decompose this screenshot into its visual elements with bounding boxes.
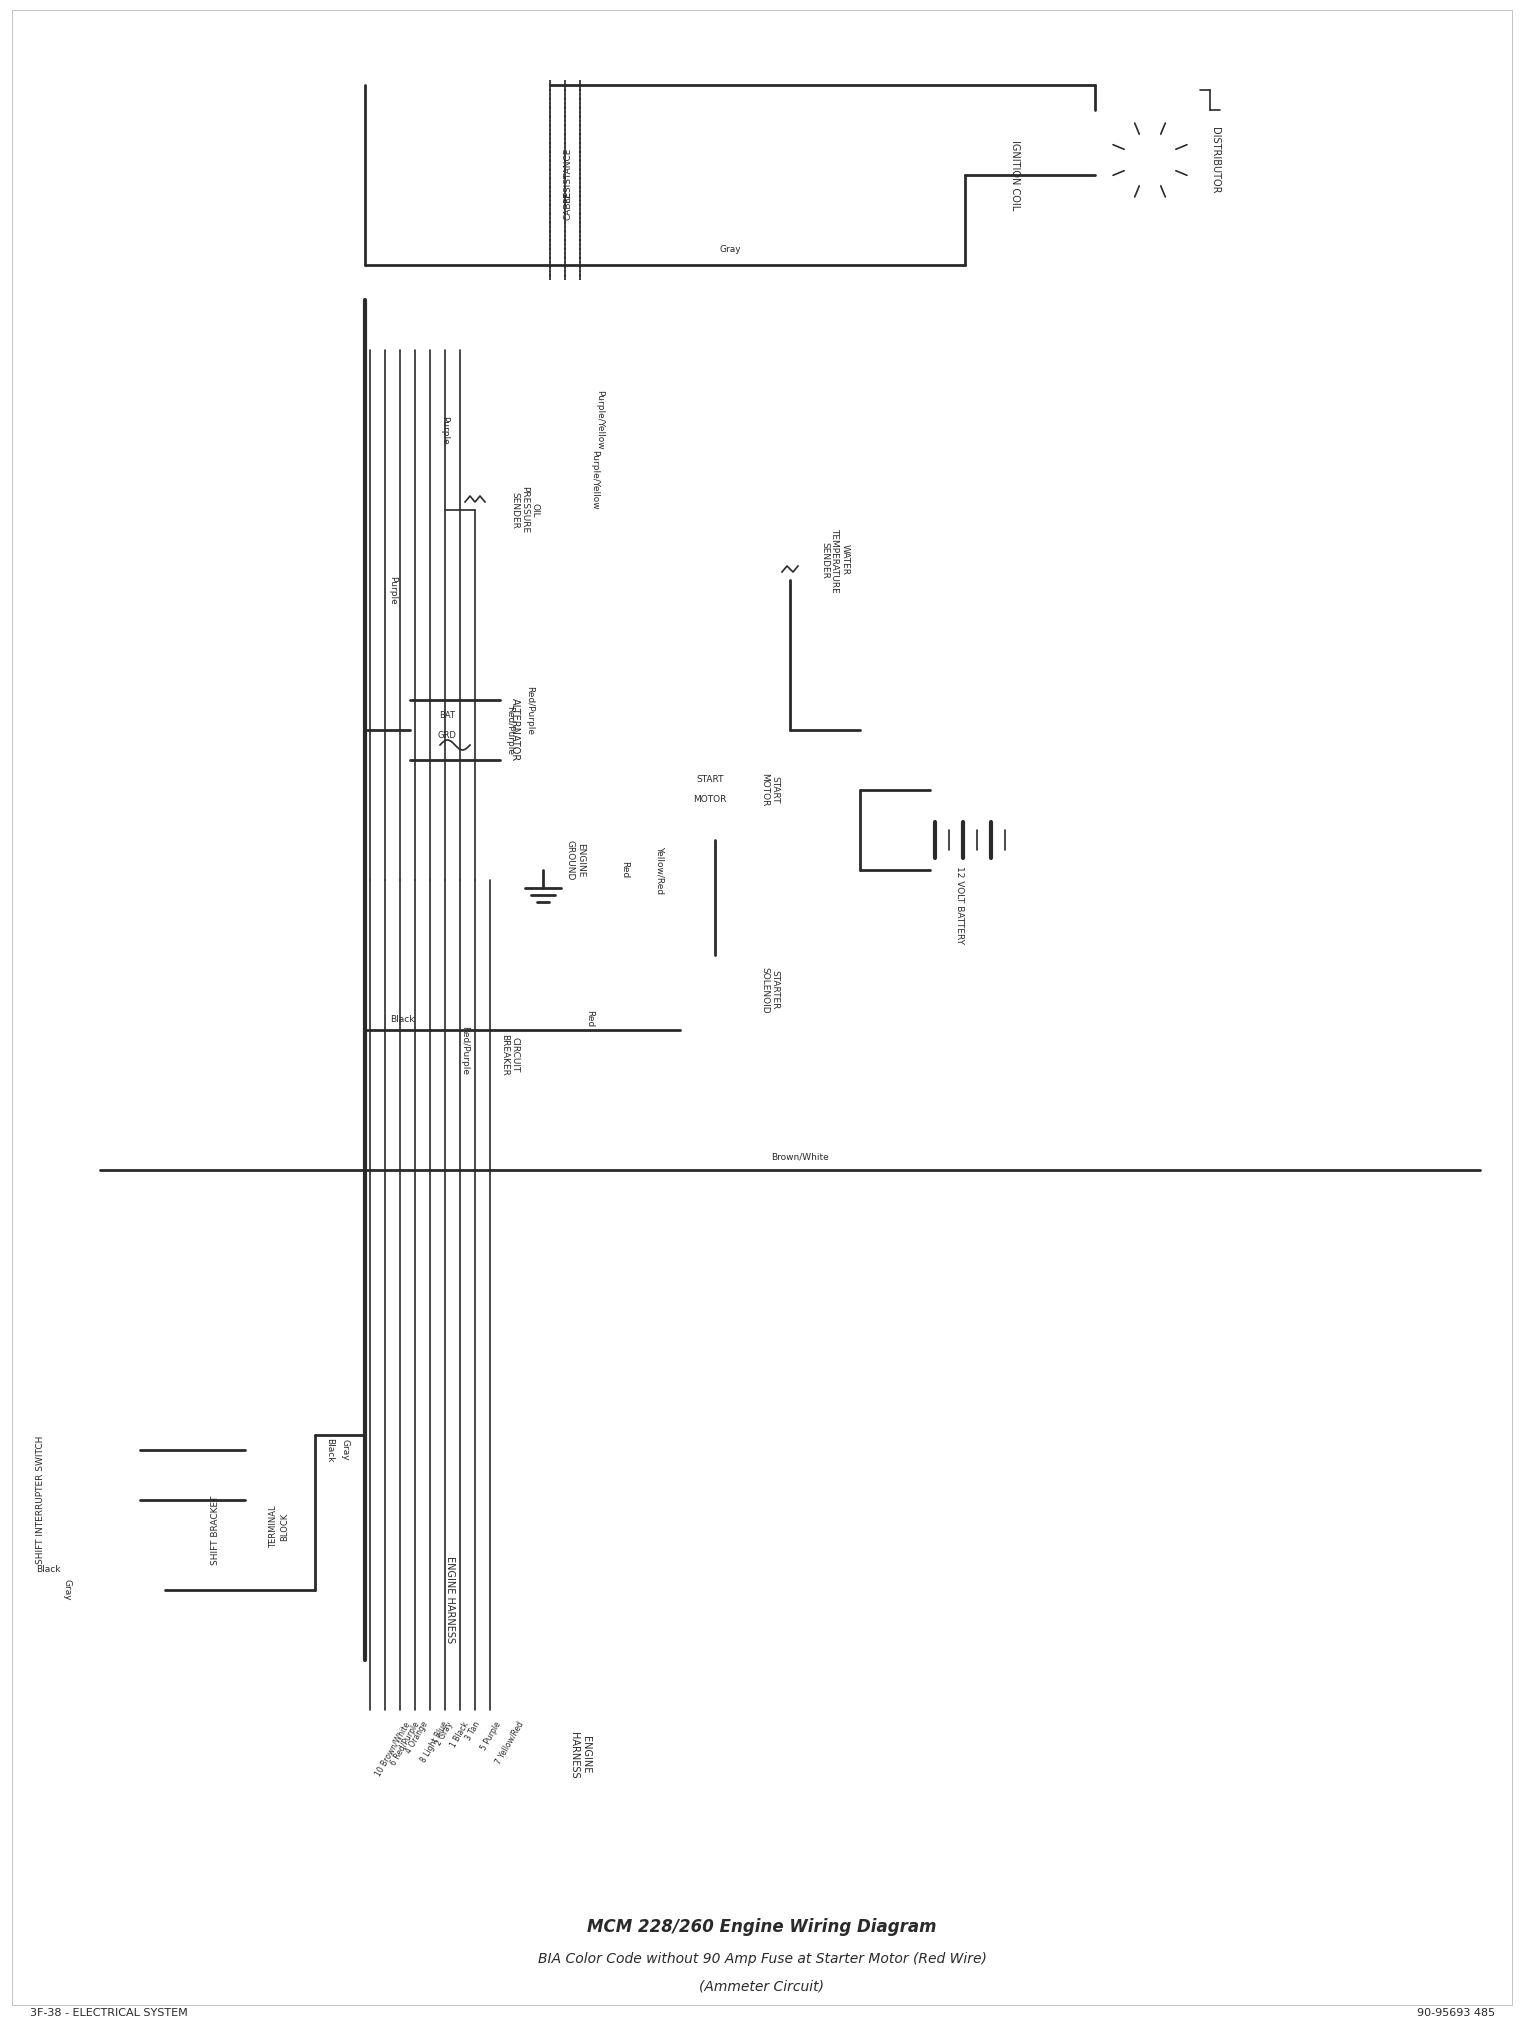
Circle shape [447, 1697, 563, 1812]
Circle shape [445, 480, 505, 539]
Circle shape [483, 1772, 499, 1786]
Circle shape [425, 866, 435, 876]
Circle shape [441, 1036, 480, 1074]
Circle shape [665, 746, 755, 835]
Text: OIL
PRESSURE
SENDER: OIL PRESSURE SENDER [509, 486, 540, 533]
Text: Brown/White: Brown/White [772, 1153, 830, 1161]
Text: Black: Black [390, 1014, 415, 1024]
Text: DISTRIBUTOR: DISTRIBUTOR [1209, 128, 1220, 193]
Circle shape [1176, 142, 1188, 152]
Text: GRD: GRD [438, 730, 456, 740]
Circle shape [762, 551, 817, 608]
Circle shape [512, 1772, 526, 1786]
Text: IGNITION COIL: IGNITION COIL [1010, 140, 1020, 211]
Text: 3 Tan: 3 Tan [464, 1721, 482, 1741]
Text: 3F-38 - ELECTRICAL SYSTEM: 3F-38 - ELECTRICAL SYSTEM [30, 2009, 188, 2019]
Circle shape [526, 1747, 540, 1761]
Bar [246, 1435, 313, 1620]
Text: 8 Light Blue: 8 Light Blue [419, 1721, 450, 1763]
Text: 10 Brown/White: 10 Brown/White [374, 1721, 412, 1778]
Bar [410, 699, 454, 760]
Circle shape [430, 1026, 490, 1084]
Text: SHIFT BRACKET: SHIFT BRACKET [210, 1496, 220, 1565]
Circle shape [720, 943, 740, 963]
Circle shape [1157, 122, 1170, 134]
Text: 6 Red/Purple: 6 Red/Purple [389, 1721, 421, 1768]
Text: Black: Black [325, 1437, 334, 1461]
Text: 1 Black: 1 Black [448, 1721, 471, 1749]
Text: Purple/Yellow: Purple/Yellow [595, 389, 604, 450]
Circle shape [499, 1747, 512, 1761]
Text: TERMINAL
BLOCK: TERMINAL BLOCK [270, 1506, 288, 1549]
Text: Red/Purple: Red/Purple [505, 705, 514, 754]
Text: MCM 228/260 Engine Wiring Diagram: MCM 228/260 Engine Wiring Diagram [587, 1918, 936, 1936]
Text: 12 VOLT BATTERY: 12 VOLT BATTERY [956, 866, 964, 945]
Text: STARTER
SOLENOID: STARTER SOLENOID [761, 967, 779, 1014]
Text: ENGINE
HARNESS: ENGINE HARNESS [569, 1731, 590, 1778]
Text: RESISTANCE: RESISTANCE [564, 148, 572, 203]
Text: BIA Color Code without 90 Amp Fuse at Starter Motor (Red Wire): BIA Color Code without 90 Amp Fuse at St… [537, 1952, 987, 1966]
Text: START
MOTOR: START MOTOR [761, 774, 779, 807]
Text: ENGINE
GROUND: ENGINE GROUND [566, 839, 584, 880]
Text: Yellow/Red: Yellow/Red [656, 845, 665, 894]
Text: Purple: Purple [441, 416, 450, 444]
Text: ENGINE HARNESS: ENGINE HARNESS [445, 1557, 454, 1644]
Text: SHIFT INTERRUPTER SWITCH: SHIFT INTERRUPTER SWITCH [35, 1435, 44, 1565]
Circle shape [360, 1026, 371, 1036]
Text: Purple: Purple [389, 576, 398, 604]
Circle shape [512, 1723, 526, 1737]
Text: Purple/Yellow: Purple/Yellow [590, 450, 599, 511]
Text: 2 Gray: 2 Gray [435, 1721, 454, 1747]
Circle shape [1472, 1161, 1488, 1178]
Circle shape [146, 1482, 183, 1518]
Circle shape [459, 1709, 551, 1802]
Text: 5 Purple: 5 Purple [479, 1721, 503, 1751]
Text: BAT: BAT [439, 711, 454, 720]
Circle shape [1122, 132, 1177, 189]
Text: Gray: Gray [340, 1439, 349, 1461]
Circle shape [939, 146, 1000, 205]
Circle shape [1176, 166, 1188, 178]
Text: MOTOR: MOTOR [694, 795, 727, 805]
Text: CIRCUIT
BREAKER: CIRCUIT BREAKER [500, 1034, 520, 1076]
Circle shape [677, 953, 753, 1028]
Text: WATER
TEMPERATURE
SENDER: WATER TEMPERATURE SENDER [820, 527, 849, 592]
Circle shape [1098, 107, 1202, 213]
Text: Red/Purple: Red/Purple [526, 685, 534, 734]
Text: Gray: Gray [63, 1579, 72, 1601]
Circle shape [146, 1431, 183, 1468]
Text: Red: Red [586, 1009, 595, 1028]
Circle shape [1110, 120, 1190, 201]
Circle shape [360, 866, 371, 876]
Text: START: START [697, 776, 724, 784]
Circle shape [1132, 184, 1144, 197]
Text: 7 Yellow/Red: 7 Yellow/Red [494, 1721, 526, 1766]
Circle shape [1132, 122, 1144, 134]
Circle shape [483, 1723, 499, 1737]
Bar [70, 1439, 140, 1561]
Circle shape [1157, 184, 1170, 197]
Circle shape [360, 259, 371, 270]
Text: Red/Purple: Red/Purple [461, 1026, 470, 1074]
Circle shape [689, 943, 711, 963]
Circle shape [1113, 166, 1124, 178]
Text: 4 Orange: 4 Orange [404, 1721, 430, 1755]
Text: (Ammeter Circuit): (Ammeter Circuit) [700, 1980, 825, 1995]
Circle shape [470, 1747, 483, 1761]
Circle shape [1113, 142, 1124, 152]
Text: ALTERNATOR: ALTERNATOR [509, 699, 520, 762]
Text: Red: Red [621, 861, 630, 878]
Circle shape [410, 685, 500, 774]
Text: Black: Black [35, 1565, 61, 1575]
Circle shape [485, 866, 496, 876]
Text: CABLE: CABLE [564, 191, 572, 219]
Text: Gray: Gray [720, 245, 741, 255]
Text: 90-95693 485: 90-95693 485 [1417, 2009, 1494, 2019]
